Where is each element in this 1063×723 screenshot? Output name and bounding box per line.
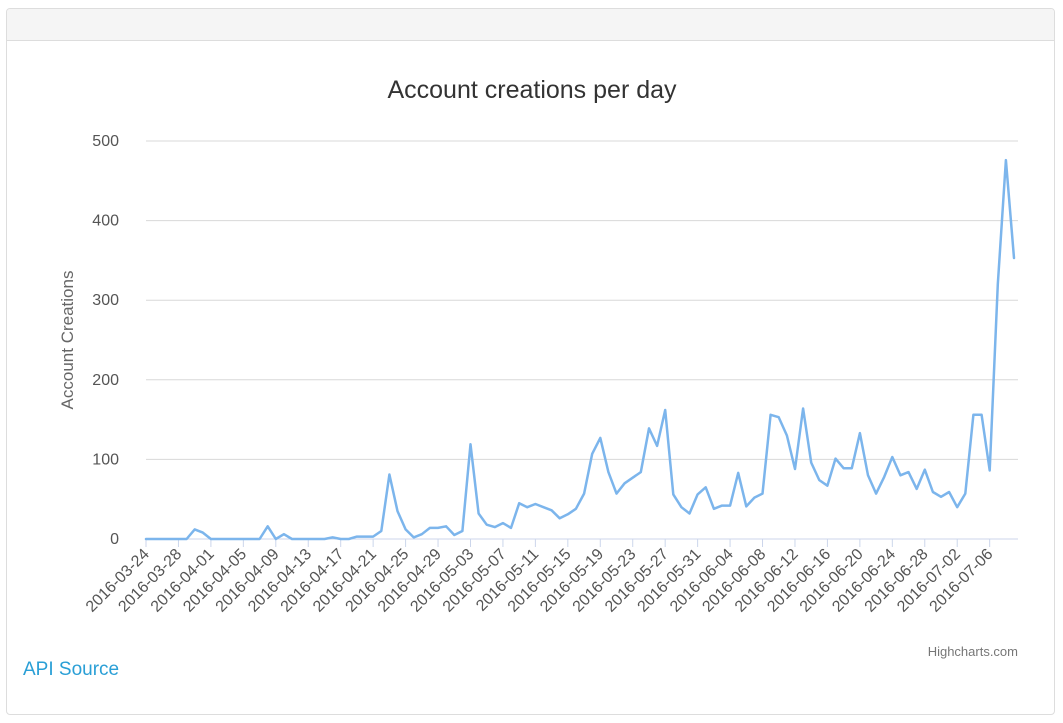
panel-heading (7, 9, 1054, 41)
api-source-link[interactable]: API Source (23, 659, 120, 680)
series-line[interactable] (144, 158, 1016, 541)
chart-title: Account creations per day (387, 76, 677, 104)
y-tick-label: 100 (92, 451, 119, 468)
series-layer (144, 158, 1016, 541)
y-tick-label: 300 (92, 292, 119, 309)
y-tick-label: 400 (92, 213, 119, 230)
y-tick-label: 0 (110, 531, 119, 548)
grid-lines (146, 140, 1018, 540)
y-axis-ticks: 0 100 200 300 400 500 (92, 133, 119, 548)
chart-panel (6, 8, 1055, 715)
y-tick-label: 200 (92, 372, 119, 389)
x-axis-ticks: 2016-03-242016-03-282016-04-012016-04-05… (83, 539, 997, 616)
highcharts-credits[interactable]: Highcharts.com (928, 644, 1018, 659)
y-tick-label: 500 (92, 133, 119, 150)
y-axis-title: Account Creations (58, 271, 77, 410)
